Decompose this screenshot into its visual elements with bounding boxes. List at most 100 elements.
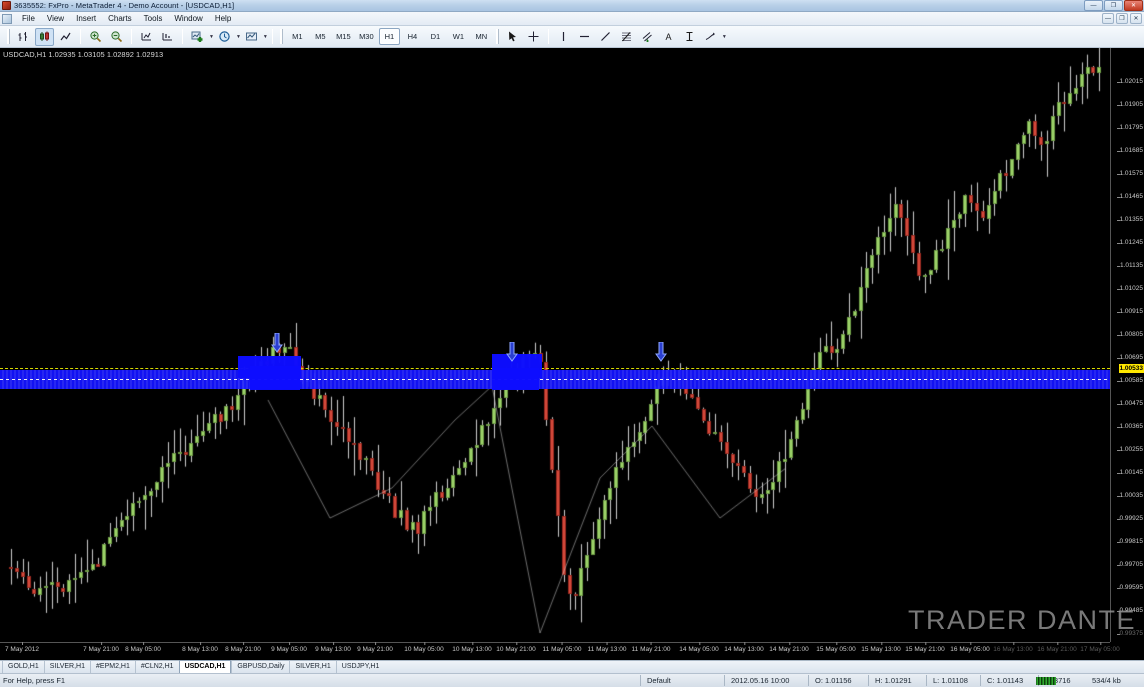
mdi-restore-button[interactable]: ❐: [1116, 13, 1128, 24]
time-tick: 14 May 05:00: [679, 642, 719, 653]
chart-tab-epm2[interactable]: #EPM2,H1: [90, 661, 135, 673]
chart-tab-silver[interactable]: SILVER,H1: [43, 661, 90, 673]
price-tick: 0.99485: [1116, 607, 1143, 614]
text-icon[interactable]: A: [659, 28, 678, 46]
toolbar-separator: [182, 29, 183, 44]
supply-band-midline: [0, 379, 1110, 380]
vertical-line-icon[interactable]: [554, 28, 573, 46]
timeframe-m1[interactable]: M1: [292, 32, 303, 41]
periodicity-icon[interactable]: [215, 28, 234, 46]
toolbar-separator: [547, 29, 549, 44]
chart-tab-bar: GOLD,H1 SILVER,H1 #EPM2,H1 #CLN2,H1 USDC…: [0, 660, 1144, 673]
supply-zone-box-1b[interactable]: [250, 366, 300, 390]
menu-item-tools[interactable]: Tools: [143, 14, 163, 23]
minimize-button[interactable]: —: [1084, 0, 1103, 11]
chart-tab-gbpusd[interactable]: GBPUSD,Daily: [231, 661, 289, 673]
timeframe-mn[interactable]: MN: [475, 32, 488, 41]
price-tick: 0.99595: [1116, 584, 1143, 591]
timeframe-m30[interactable]: M30: [359, 32, 374, 41]
timeframe-m15[interactable]: M15: [336, 32, 351, 41]
menu-item-window[interactable]: Window: [174, 14, 203, 23]
indicators-dropdown-caret[interactable]: ▼: [209, 33, 214, 40]
price-tick: 1.01575: [1116, 170, 1143, 177]
equidistant-channel-icon[interactable]: [638, 28, 657, 46]
mdi-close-button[interactable]: ✕: [1130, 13, 1142, 24]
mdi-minimize-button[interactable]: —: [1102, 13, 1114, 24]
menu-item-charts[interactable]: Charts: [108, 14, 132, 23]
time-tick: 15 May 13:00: [861, 642, 901, 653]
price-tick: 1.01465: [1116, 193, 1143, 200]
title-bar: 3635552: FxPro - MetaTrader 4 - Demo Acc…: [0, 0, 1144, 12]
time-tick: 10 May 21:00: [496, 642, 536, 653]
status-profile[interactable]: Default: [640, 675, 671, 686]
cursor-icon[interactable]: [503, 28, 522, 46]
time-tick: 15 May 21:00: [905, 642, 945, 653]
menu-item-view[interactable]: View: [46, 14, 65, 23]
toolbar-grip[interactable]: [279, 29, 283, 44]
zoom-out-icon[interactable]: [107, 28, 126, 46]
periodicity-dropdown-caret[interactable]: ▼: [235, 33, 241, 40]
time-tick: 16 May 05:00: [950, 642, 990, 653]
timeframe-d1[interactable]: D1: [430, 32, 441, 41]
text-label-icon[interactable]: [680, 28, 699, 46]
chart-area[interactable]: USDCAD,H1 1.02935 1.03105 1.02892 1.0291…: [0, 48, 1144, 660]
time-tick: 14 May 21:00: [769, 642, 809, 653]
templates-icon[interactable]: [242, 28, 261, 46]
chart-shift-icon[interactable]: [158, 28, 177, 46]
timeframe-h1[interactable]: H1: [378, 28, 400, 45]
auto-scroll-icon[interactable]: [137, 28, 156, 46]
chart-watermark: TRADER DANTE: [907, 605, 1136, 635]
chart-tab-silver-2[interactable]: SILVER,H1: [289, 661, 335, 673]
line-chart-icon[interactable]: [56, 28, 75, 46]
chart-tab-usdcad[interactable]: USDCAD,H1: [178, 660, 232, 673]
arrows-icon[interactable]: [701, 28, 720, 46]
svg-text:A: A: [665, 32, 671, 42]
zoom-in-icon[interactable]: [86, 28, 105, 46]
price-axis[interactable]: 1.02015 1.01905 1.01795 1.01685 1.01575 …: [1110, 48, 1144, 642]
timeframe-m5[interactable]: M5: [315, 32, 326, 41]
chart-tab-cln2[interactable]: #CLN2,H1: [134, 661, 179, 673]
time-tick: 11 May 13:00: [587, 642, 627, 653]
menu-item-file[interactable]: File: [22, 14, 35, 23]
close-button[interactable]: ✕: [1124, 0, 1143, 11]
price-tick: 1.00695: [1116, 354, 1143, 361]
price-tick: 1.01685: [1116, 147, 1143, 154]
menu-bar: File View Insert Charts Tools Window Hel…: [0, 12, 1144, 26]
supply-zone-box-2b[interactable]: [492, 368, 539, 390]
indicators-icon[interactable]: [188, 28, 207, 46]
menu-item-help[interactable]: Help: [214, 14, 232, 23]
arrows-dropdown-caret[interactable]: ▼: [721, 33, 727, 40]
price-tick: 0.99815: [1116, 538, 1143, 545]
timeframe-w1[interactable]: W1: [452, 32, 464, 41]
down-arrow-1[interactable]: [270, 332, 284, 358]
chart-plot[interactable]: [0, 48, 1110, 642]
status-help-text: For Help, press F1: [3, 676, 66, 685]
toolbar-grip[interactable]: [7, 29, 10, 44]
supply-band[interactable]: [0, 370, 1110, 389]
chart-tab-usdjpy[interactable]: USDJPY,H1: [335, 661, 385, 673]
down-arrow-2[interactable]: [505, 341, 519, 367]
app-icon: [2, 1, 11, 10]
price-tick: 1.00585: [1116, 377, 1143, 384]
fibonacci-icon[interactable]: [617, 28, 636, 46]
maximize-button[interactable]: ❐: [1104, 0, 1123, 11]
status-datetime: 2012.05.16 10:00: [724, 675, 789, 686]
horizontal-line-icon[interactable]: [575, 28, 594, 46]
time-axis[interactable]: 7 May 2012 7 May 21:00 8 May 05:00 8 May…: [0, 642, 1120, 660]
current-price-label: 1.00533: [1118, 364, 1144, 373]
down-arrow-3[interactable]: [654, 341, 668, 367]
crosshair-icon[interactable]: [524, 28, 543, 46]
time-tick: 9 May 05:00: [271, 642, 307, 653]
toolbar-grip[interactable]: [495, 29, 499, 44]
trendline-icon[interactable]: [596, 28, 615, 46]
bar-chart-icon[interactable]: [14, 28, 33, 46]
templates-dropdown-caret[interactable]: ▼: [262, 33, 268, 40]
chart-tab-gold[interactable]: GOLD,H1: [2, 661, 44, 673]
candlestick-canvas[interactable]: [0, 48, 1110, 642]
connection-signal-icon[interactable]: [1036, 677, 1056, 685]
document-system-icon[interactable]: [2, 13, 12, 24]
time-tick: 15 May 05:00: [816, 642, 856, 653]
menu-item-insert[interactable]: Insert: [76, 14, 97, 23]
timeframe-h4[interactable]: H4: [407, 32, 418, 41]
candlestick-chart-icon[interactable]: [35, 27, 54, 46]
